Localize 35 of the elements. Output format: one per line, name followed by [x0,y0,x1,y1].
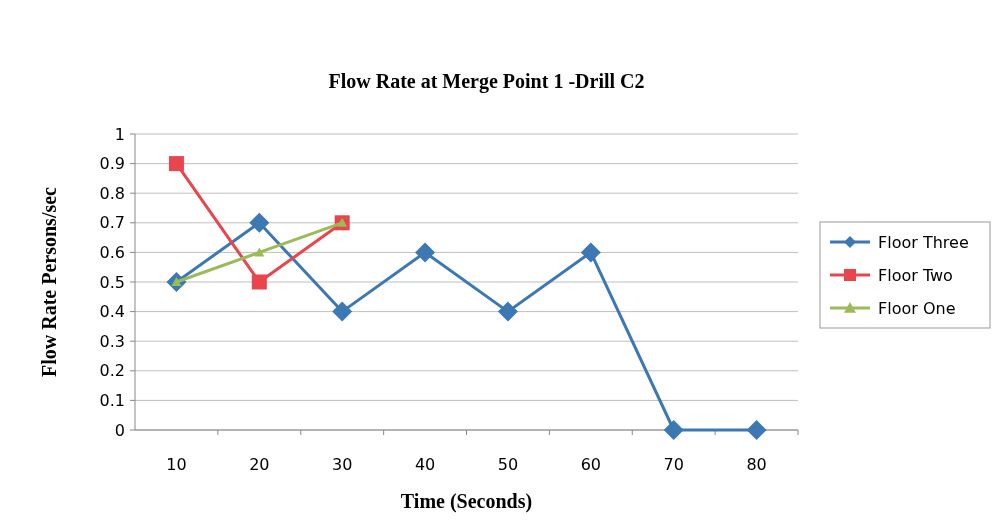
point [251,274,267,290]
point [663,420,684,440]
point [249,212,270,233]
x-tick-label: 50 [497,455,519,474]
x-axis-title: Time (Seconds) [400,490,533,513]
point [415,242,436,263]
legend-label: Floor Two [878,265,953,285]
point [332,301,353,322]
point [746,420,767,440]
y-tick-label: 0.5 [99,272,125,292]
point [497,301,518,322]
y-tick-label: 0.8 [99,183,125,203]
y-tick-label: 0.7 [99,213,125,233]
x-tick-label: 20 [249,455,270,474]
legend-label: Floor One [878,298,956,318]
y-tick-label: 0.3 [99,331,125,351]
chart-title: Flow Rate at Merge Point 1 -Drill C2 [328,70,645,93]
y-tick-label: 0.4 [99,302,125,322]
x-tick-label: 40 [414,455,436,474]
point [168,156,184,172]
x-tick-label: 60 [580,455,601,474]
y-tick-label: 0.2 [99,361,125,381]
y-tick-label: 0.1 [99,391,125,410]
x-tick-label: 80 [746,455,767,474]
y-tick-label: 1 [114,124,125,144]
x-tick-label: 10 [166,455,187,474]
y-tick-label: 0 [114,420,125,440]
x-tick-label: 30 [332,455,353,474]
legend-label: Floor Three [878,232,969,252]
x-tick-label: 70 [663,455,684,474]
y-tick-label: 0.6 [99,243,125,262]
y-axis-title: Flow Rate Persons/sec [38,186,60,377]
y-tick-label: 0.9 [99,154,125,174]
point [580,242,601,263]
point [254,247,265,257]
